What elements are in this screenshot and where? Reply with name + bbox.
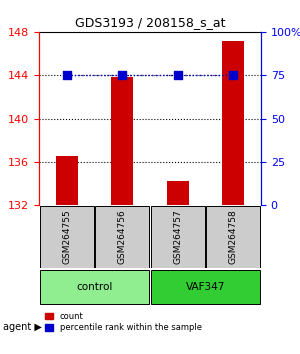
Point [175,72,180,78]
FancyBboxPatch shape [40,270,149,304]
FancyBboxPatch shape [151,206,205,268]
Point [120,72,125,78]
Text: control: control [76,282,113,292]
Text: GSM264755: GSM264755 [62,209,71,264]
Text: GSM264756: GSM264756 [118,209,127,264]
Text: agent ▶: agent ▶ [3,322,42,332]
Point [64,72,69,78]
FancyBboxPatch shape [206,206,260,268]
Bar [111,77,134,205]
FancyBboxPatch shape [95,206,149,268]
Title: GDS3193 / 208158_s_at: GDS3193 / 208158_s_at [75,16,225,29]
FancyBboxPatch shape [40,206,94,268]
Text: GSM264758: GSM264758 [229,209,238,264]
Point [231,72,236,78]
Text: GSM264757: GSM264757 [173,209,182,264]
Legend: count, percentile rank within the sample: count, percentile rank within the sample [43,310,203,334]
FancyBboxPatch shape [151,270,260,304]
Text: VAF347: VAF347 [186,282,225,292]
Bar [167,181,189,205]
Bar [56,156,78,205]
Bar [222,40,244,205]
